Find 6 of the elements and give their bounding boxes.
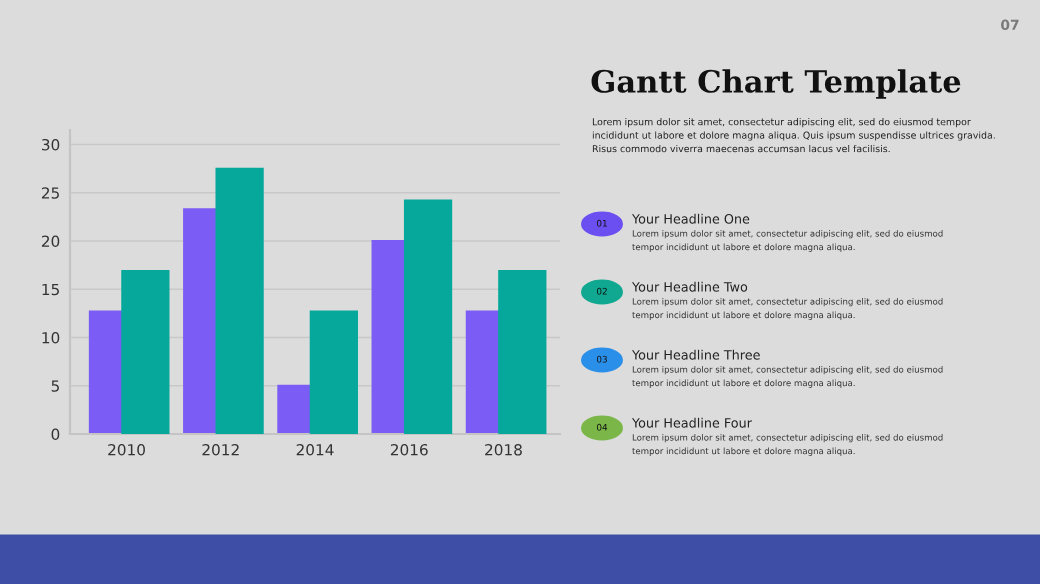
bar [215,167,264,434]
bar [403,199,453,434]
bar [309,310,358,434]
bar [121,269,170,434]
text: Gantt Chart Template [591,69,961,99]
bar [498,269,547,434]
